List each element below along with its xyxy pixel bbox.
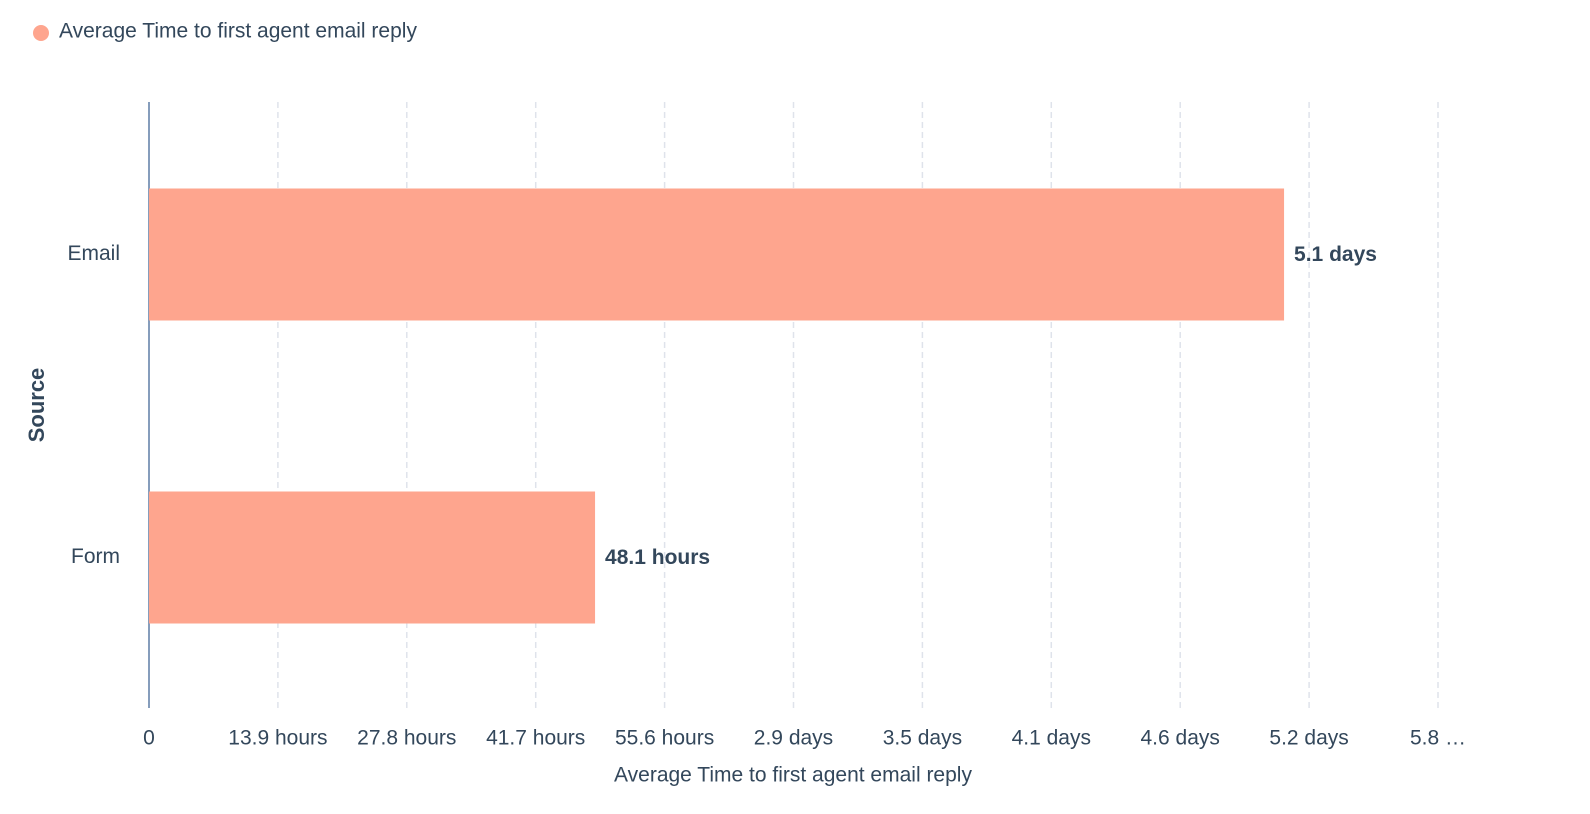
x-tick-label: 27.8 hours — [357, 727, 456, 750]
x-tick-label: 3.5 days — [883, 727, 962, 750]
x-tick-label: 41.7 hours — [486, 727, 585, 750]
value-label: 5.1 days — [1294, 243, 1377, 266]
x-tick-label: 55.6 hours — [615, 727, 714, 750]
bar — [149, 188, 1285, 321]
x-axis-title: Average Time to first agent email reply — [614, 764, 972, 787]
value-label: 48.1 hours — [605, 546, 710, 569]
x-tick-label: 13.9 hours — [228, 727, 327, 750]
legend-label: Average Time to first agent email reply — [59, 20, 417, 43]
y-axis-title: Source — [24, 368, 49, 443]
legend-marker — [33, 25, 49, 41]
x-tick-label: 5.2 days — [1269, 727, 1348, 750]
x-tick-label: 2.9 days — [754, 727, 833, 750]
x-tick-label: 4.1 days — [1012, 727, 1091, 750]
bar — [149, 491, 596, 624]
x-tick-label: 4.6 days — [1141, 727, 1220, 750]
x-tick-label: 0 — [143, 727, 155, 750]
y-tick-label: Email — [67, 242, 120, 265]
y-tick-label: Form — [71, 545, 120, 568]
x-tick-label: 5.8 … — [1410, 727, 1466, 750]
